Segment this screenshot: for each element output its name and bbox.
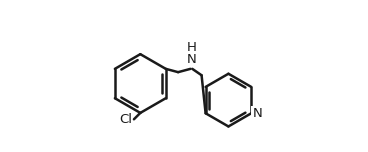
Text: H
N: H N xyxy=(186,41,196,66)
Text: N: N xyxy=(252,107,262,120)
Text: Cl: Cl xyxy=(120,113,133,126)
